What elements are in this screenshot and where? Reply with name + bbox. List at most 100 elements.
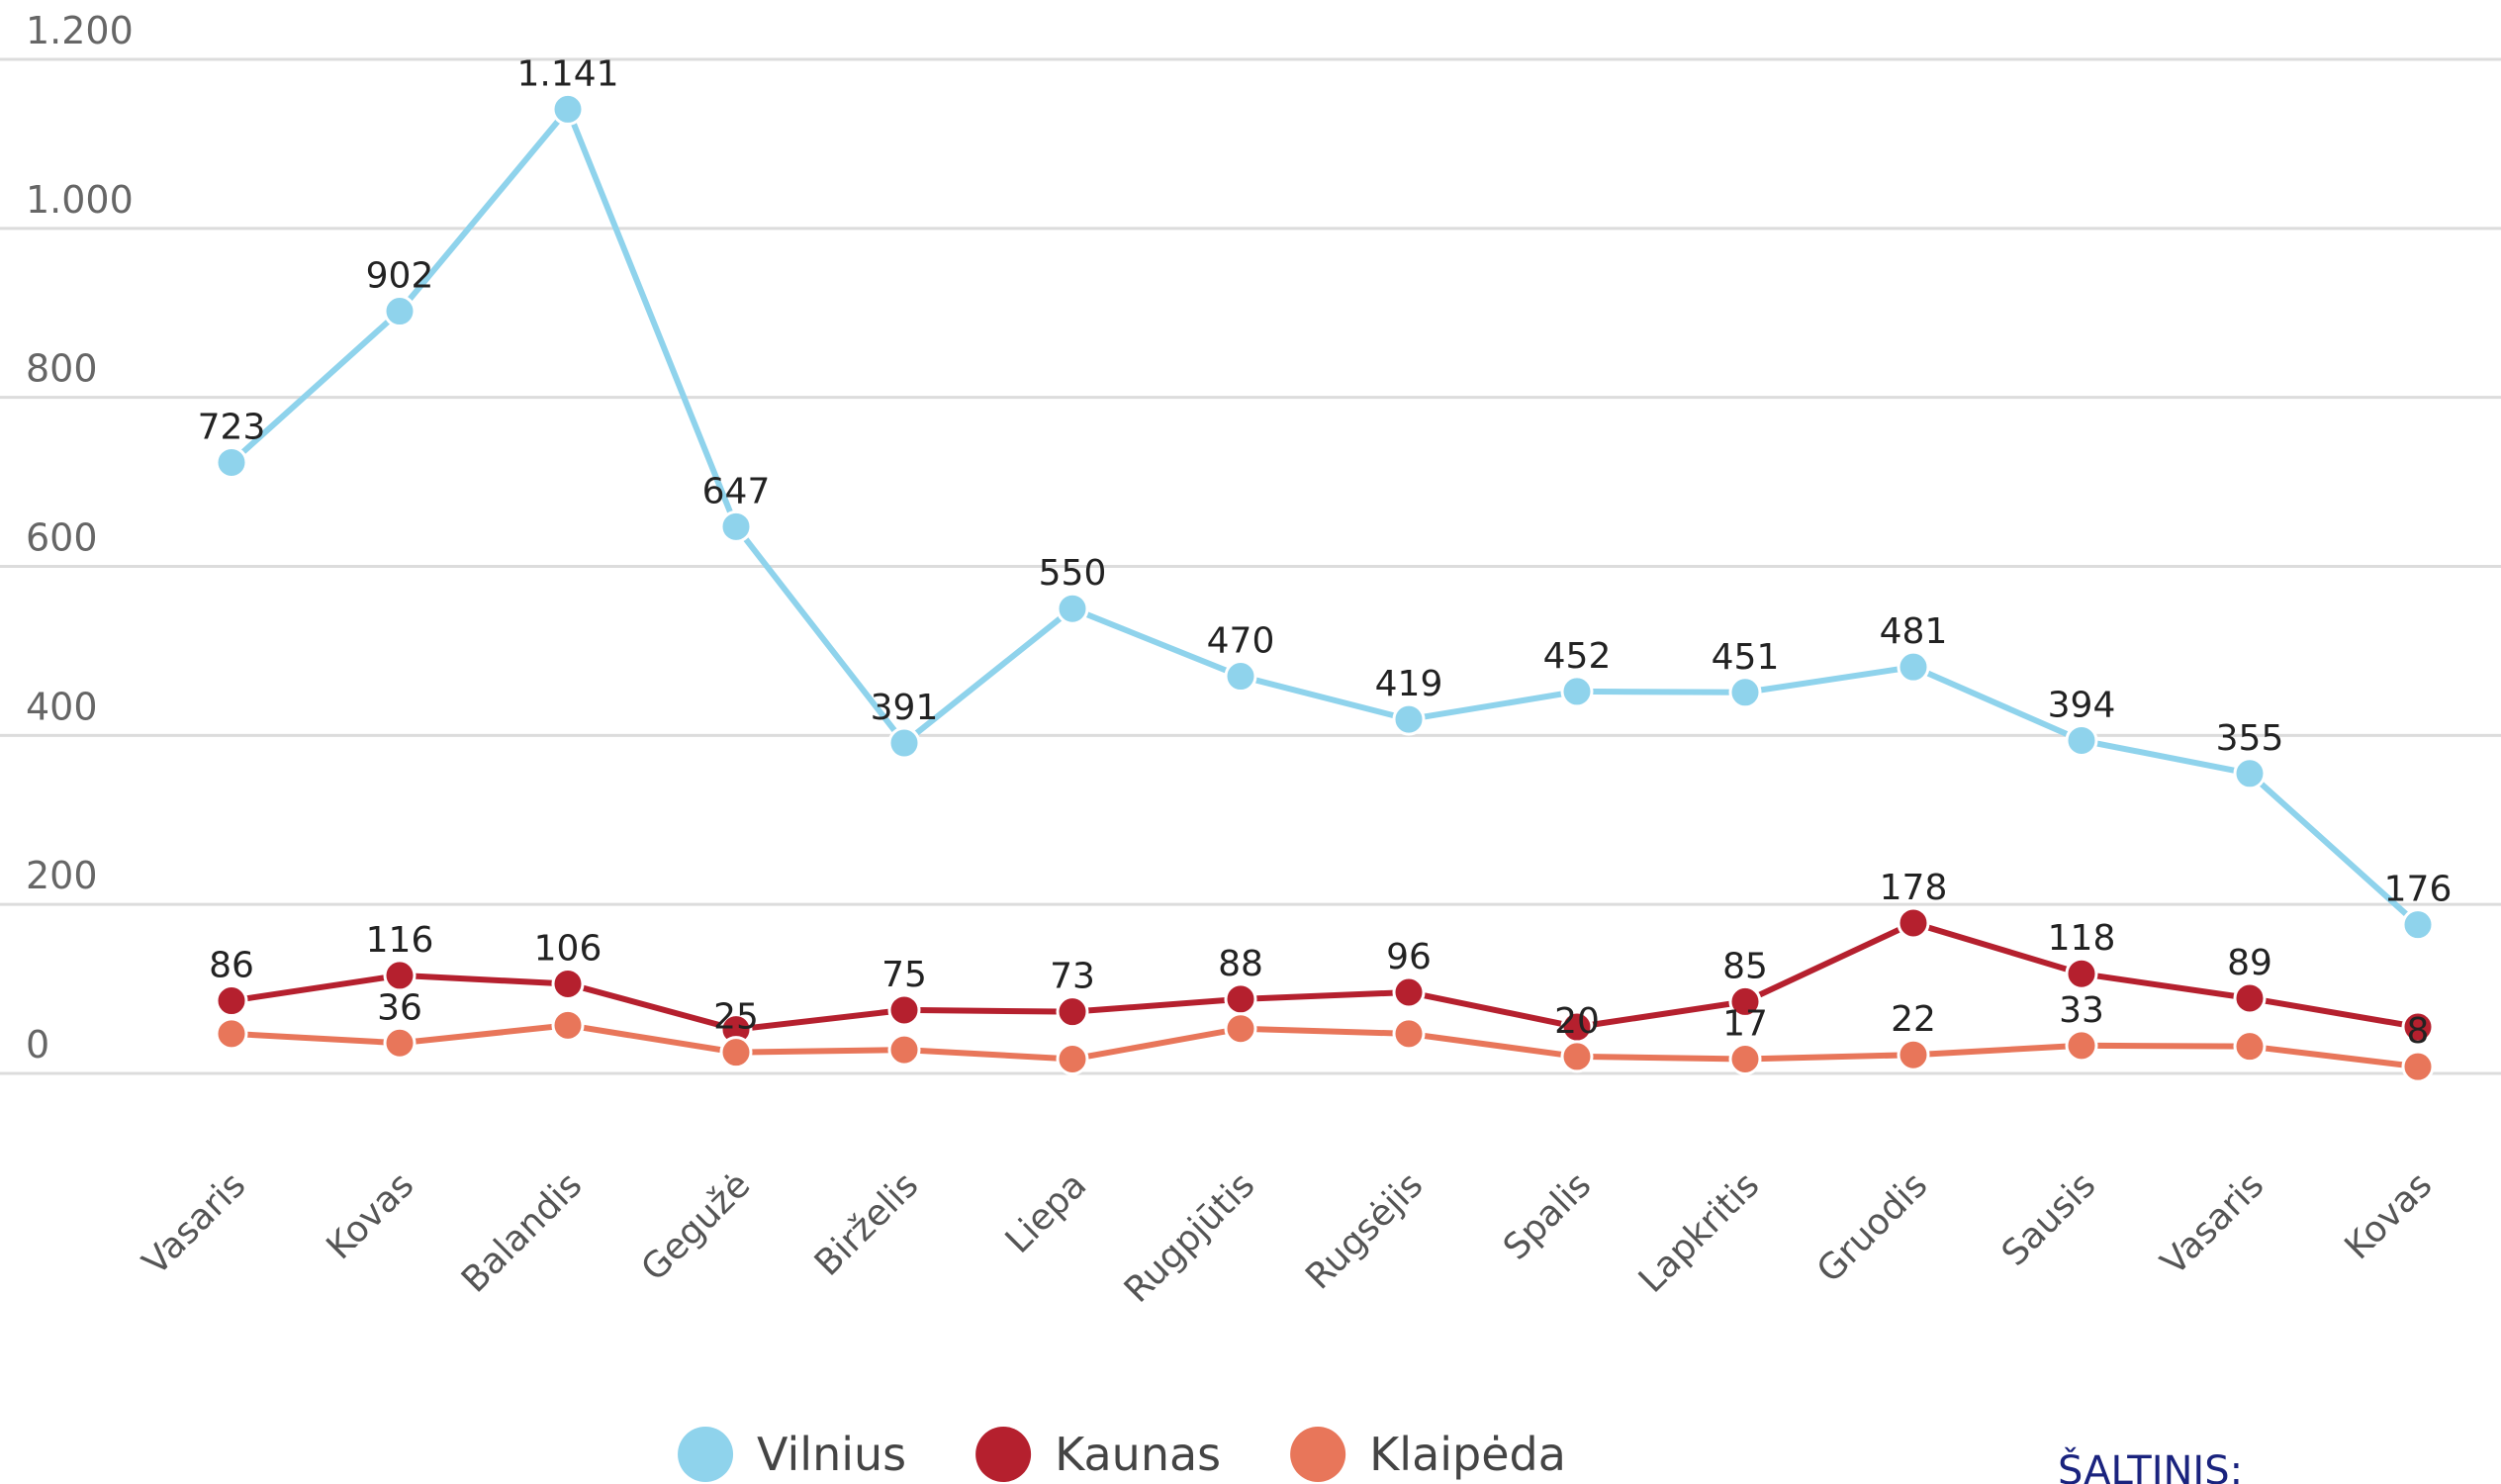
data-point — [551, 967, 585, 1000]
y-tick-label: 1.000 — [26, 178, 134, 222]
x-tick-label: Vasaris — [136, 1164, 254, 1283]
data-label: 25 — [713, 997, 759, 1038]
data-point — [1897, 906, 1930, 940]
data-point — [719, 1036, 753, 1069]
data-point — [1392, 702, 1426, 736]
data-label: 33 — [2059, 990, 2104, 1031]
data-point — [1560, 675, 1594, 708]
data-point — [1897, 650, 1930, 684]
source: ŠALTINIS: — [2058, 1446, 2243, 1484]
legend-swatch — [975, 1427, 1032, 1482]
data-label: 178 — [1880, 868, 1948, 908]
data-point — [1056, 592, 1089, 625]
data-label: 470 — [1207, 621, 1275, 662]
data-label: 88 — [1218, 944, 1263, 984]
data-label: 96 — [1386, 937, 1432, 977]
data-point — [1897, 1038, 1930, 1071]
data-label: 75 — [881, 955, 927, 995]
x-tick-label: Sausis — [1994, 1164, 2103, 1273]
data-point — [383, 295, 417, 328]
data-label: 481 — [1880, 611, 1948, 652]
data-point — [1728, 1042, 1762, 1075]
data-label: 355 — [2216, 718, 2284, 759]
data-point — [1056, 995, 1089, 1029]
data-label: 8 — [2407, 1011, 2430, 1052]
data-point — [1560, 1040, 1594, 1073]
x-tick-label: Rugsėjis — [1298, 1164, 1431, 1297]
data-point — [2401, 1050, 2435, 1083]
x-tick-label: Balandis — [454, 1164, 590, 1300]
data-point — [1392, 975, 1426, 1009]
x-tick-label: Gegužė — [634, 1164, 759, 1289]
data-label: 85 — [1722, 946, 1768, 986]
legend-label: Vilnius — [757, 1428, 906, 1481]
legend: Vilnius Kaunas Klaipėda — [678, 1427, 1566, 1482]
data-point — [2233, 1030, 2267, 1064]
x-tick-label: Kovas — [319, 1164, 421, 1267]
x-tick-label: Liepa — [998, 1164, 1095, 1261]
y-tick-label: 400 — [26, 685, 98, 728]
data-point — [1728, 984, 1762, 1018]
data-label: 176 — [2384, 870, 2453, 910]
series-line — [231, 1022, 2419, 1070]
data-point — [2233, 981, 2267, 1015]
data-label: 73 — [1050, 957, 1095, 997]
legend-swatch — [678, 1427, 734, 1482]
x-tick-label: Spalis — [1496, 1164, 1599, 1267]
data-point — [383, 1026, 417, 1060]
data-point — [1224, 1012, 1257, 1046]
data-label: 106 — [534, 928, 602, 969]
x-tick-label: Birželis — [807, 1164, 926, 1283]
data-point — [551, 92, 585, 126]
data-point — [887, 726, 921, 760]
data-label: 86 — [209, 946, 254, 986]
data-label: 452 — [1543, 636, 1612, 677]
data-label: 20 — [1554, 1001, 1600, 1042]
data-point — [215, 1017, 248, 1051]
y-tick-label: 200 — [26, 854, 98, 897]
data-point — [2065, 957, 2098, 990]
data-label: 394 — [2048, 685, 2116, 725]
data-point — [1224, 660, 1257, 694]
y-tick-label: 0 — [26, 1023, 49, 1067]
y-tick-label: 800 — [26, 347, 98, 391]
legend-label: Kaunas — [1055, 1428, 1221, 1481]
data-label: 723 — [198, 407, 266, 447]
data-label: 391 — [871, 688, 939, 728]
data-point — [1392, 1017, 1426, 1051]
x-tick-label: Kovas — [2337, 1164, 2440, 1267]
data-label: 17 — [1722, 1003, 1768, 1044]
x-tick-label: Lapkritis — [1631, 1164, 1768, 1301]
series-line — [231, 919, 2419, 1033]
data-label: 22 — [1891, 999, 1936, 1040]
data-point — [2065, 1029, 2098, 1063]
y-tick-label: 600 — [26, 516, 98, 560]
data-label: 116 — [366, 920, 434, 961]
data-point — [719, 510, 753, 543]
data-point — [215, 984, 248, 1018]
data-point — [1056, 1042, 1089, 1075]
data-label: 1.141 — [516, 53, 618, 94]
data-point — [2233, 757, 2267, 790]
data-label: 118 — [2048, 918, 2116, 959]
data-point — [2065, 723, 2098, 757]
data-label: 89 — [2227, 943, 2272, 983]
data-point — [383, 959, 417, 992]
data-label: 550 — [1039, 553, 1107, 594]
x-tick-label: Rugpjūtis — [1117, 1164, 1263, 1311]
data-point — [1224, 982, 1257, 1016]
legend-swatch — [1290, 1427, 1346, 1482]
data-label: 647 — [702, 471, 771, 511]
x-tick-label: Vasaris — [2154, 1164, 2272, 1283]
data-point — [215, 445, 248, 479]
legend-label: Klaipėda — [1369, 1428, 1566, 1481]
data-point — [551, 1008, 585, 1042]
data-label: 902 — [366, 256, 434, 297]
data-point — [2401, 1010, 2435, 1044]
x-tick-label: Gruodis — [1809, 1164, 1935, 1290]
data-point — [887, 993, 921, 1027]
data-label: 36 — [377, 987, 422, 1028]
data-point — [1728, 676, 1762, 709]
data-label: 451 — [1712, 637, 1780, 678]
